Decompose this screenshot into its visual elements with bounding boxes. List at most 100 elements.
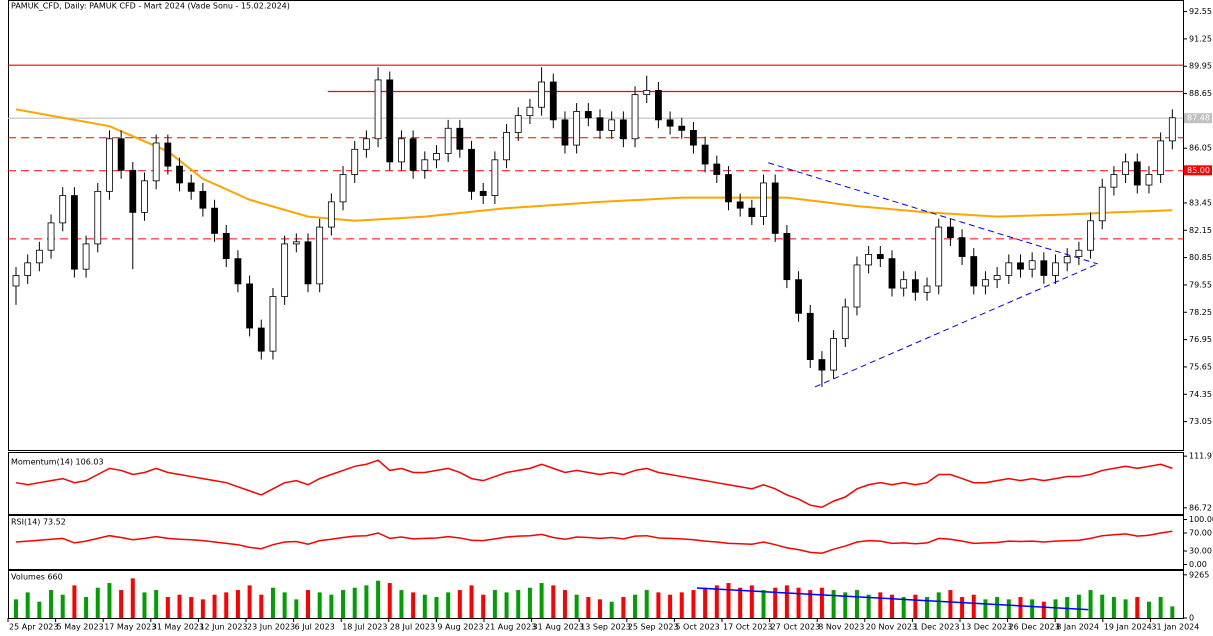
- y-tick-label: 74.35: [1189, 390, 1212, 399]
- volume-bar: [422, 594, 427, 618]
- volume-bar: [72, 585, 77, 618]
- volume-bar: [773, 587, 778, 618]
- rsi-line: [15, 530, 1173, 555]
- candle-body: [421, 159, 429, 171]
- volume-bar: [714, 585, 719, 618]
- volume-bar: [551, 585, 556, 618]
- candle-body: [327, 201, 335, 228]
- candle-body: [152, 142, 160, 182]
- candle-body: [643, 90, 651, 96]
- volume-bar: [504, 592, 509, 618]
- candle-body: [292, 241, 300, 245]
- volume-bar: [1018, 597, 1023, 618]
- volume-bar: [808, 590, 813, 618]
- volume-bar: [738, 587, 743, 618]
- candle-body: [47, 222, 55, 251]
- volume-trendline: [696, 587, 1089, 611]
- candle-body: [222, 233, 230, 260]
- volume-bar: [901, 597, 906, 618]
- momentum-panel: [8, 452, 1184, 515]
- volume-bar: [749, 585, 754, 618]
- volume-bar: [1065, 597, 1070, 618]
- candle-body: [725, 174, 732, 203]
- y-tick-label: 100.00: [1189, 515, 1213, 524]
- candle-body: [795, 279, 802, 314]
- candle-body: [608, 119, 616, 131]
- x-tick-label: 21 Aug 2023: [485, 623, 536, 632]
- volume-bar: [177, 594, 182, 618]
- volume-bar: [387, 583, 392, 618]
- candle-body: [911, 279, 919, 293]
- volume-bar: [995, 597, 1000, 618]
- x-tick-label: 17 May 2023: [104, 623, 156, 632]
- y-tick-label: 79.55: [1189, 280, 1212, 289]
- candle-body: [479, 190, 487, 196]
- candle-body: [409, 138, 417, 171]
- candle-body: [748, 207, 756, 217]
- y-tick-label: 73.05: [1189, 417, 1212, 426]
- volume-bar: [1100, 594, 1105, 618]
- candle-body: [35, 249, 43, 264]
- candle-body: [1110, 174, 1118, 188]
- candle-body: [398, 138, 405, 163]
- x-tick-label: 25 Apr 2023: [9, 623, 58, 632]
- volume-bar: [562, 590, 567, 618]
- volume-bar: [119, 590, 124, 618]
- candle-body: [433, 153, 440, 161]
- volume-bar: [1170, 606, 1175, 618]
- volume-bar: [492, 590, 497, 618]
- candle-body: [386, 79, 394, 163]
- momentum-line: [15, 459, 1173, 509]
- candle-body: [947, 226, 954, 239]
- candle-body: [71, 195, 78, 270]
- candle-body: [117, 138, 125, 171]
- volume-bar: [925, 597, 930, 618]
- volume-bar: [691, 590, 696, 618]
- volume-bar: [1006, 599, 1011, 618]
- candle-body: [713, 163, 721, 175]
- volume-bar: [971, 594, 976, 618]
- volume-bar: [212, 594, 217, 618]
- candle-body: [631, 94, 639, 140]
- y-tick-label: 86.72: [1189, 503, 1212, 512]
- volume-bar: [948, 590, 953, 618]
- candle-body: [1133, 161, 1141, 186]
- candle-body: [935, 226, 943, 287]
- candle-body: [830, 338, 837, 371]
- volume-bar: [130, 578, 135, 618]
- volume-bar: [878, 592, 883, 618]
- main-panel: [8, 0, 1184, 451]
- x-tick-label: 31 Aug 2023: [533, 623, 584, 632]
- volume-bar: [644, 590, 649, 618]
- candle-body: [538, 81, 545, 108]
- x-tick-label: 18 Jul 2023: [342, 623, 387, 632]
- volume-bar: [399, 590, 404, 618]
- x-tick-label: 27 Oct 2023: [771, 623, 820, 632]
- candle-body: [678, 125, 686, 131]
- candle-body: [374, 79, 382, 140]
- volume-bar: [341, 590, 346, 618]
- candle-body: [106, 138, 113, 192]
- candle-body: [199, 190, 207, 209]
- candle-body: [982, 279, 989, 287]
- y-tick-label: 78.25: [1189, 308, 1212, 317]
- candle-body: [257, 327, 265, 352]
- candle-body: [888, 258, 896, 289]
- y-tick-label: 30.00: [1189, 547, 1212, 556]
- volume-bar: [49, 590, 54, 618]
- volume-bar: [1053, 599, 1058, 618]
- volume-bar: [574, 594, 579, 618]
- volume-bar: [434, 597, 439, 618]
- candle-body: [853, 264, 861, 308]
- candle-body: [444, 127, 452, 154]
- candle-body: [783, 233, 791, 281]
- candle-body: [584, 111, 592, 119]
- volume-bar: [411, 592, 416, 618]
- candle-body: [573, 111, 581, 146]
- trendline: [768, 162, 1098, 265]
- volume-bar: [621, 597, 626, 618]
- candle-body: [865, 254, 873, 266]
- y-tick-label: 92.55: [1189, 7, 1212, 16]
- candle-body: [1157, 140, 1165, 175]
- volume-bar: [189, 597, 194, 618]
